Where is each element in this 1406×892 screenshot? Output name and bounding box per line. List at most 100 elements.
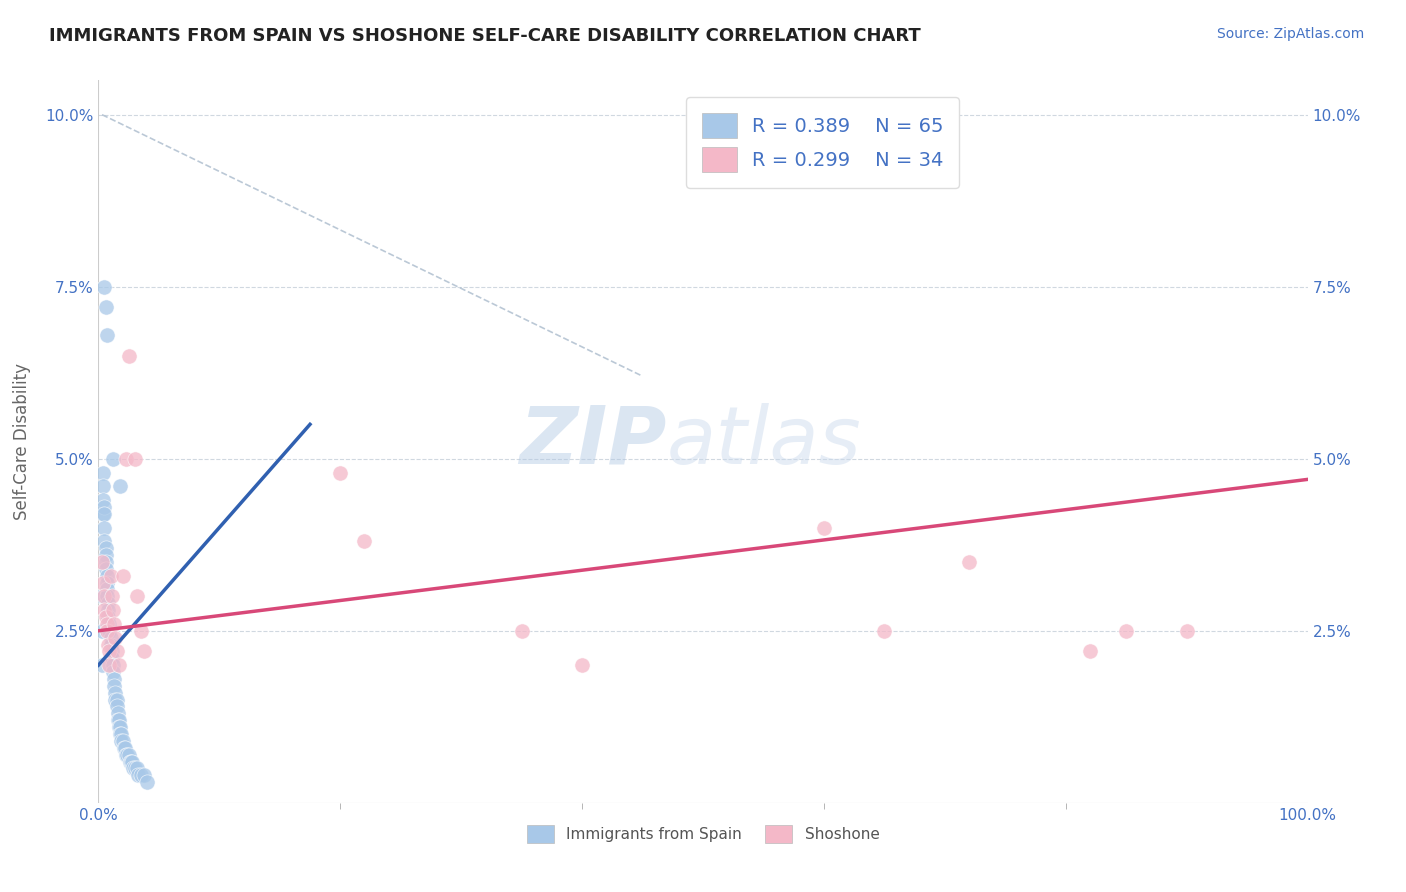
Point xyxy=(101,603,124,617)
Point xyxy=(93,500,115,514)
Point xyxy=(97,596,120,610)
Point xyxy=(108,720,131,734)
Point xyxy=(96,582,118,597)
Point xyxy=(108,727,131,741)
Point xyxy=(97,603,120,617)
Point xyxy=(127,768,149,782)
Point xyxy=(134,644,156,658)
Point xyxy=(1175,624,1198,638)
Point xyxy=(1078,644,1101,658)
Point xyxy=(93,534,115,549)
Point xyxy=(104,631,127,645)
Point xyxy=(94,562,117,576)
Point xyxy=(108,658,131,673)
Point xyxy=(91,624,114,638)
Point xyxy=(108,720,131,734)
Point xyxy=(111,734,134,748)
Point xyxy=(124,761,146,775)
Point xyxy=(104,692,127,706)
Point xyxy=(111,568,134,582)
Point xyxy=(813,520,835,534)
Point xyxy=(100,651,122,665)
Y-axis label: Self-Care Disability: Self-Care Disability xyxy=(13,363,31,520)
Point xyxy=(129,624,152,638)
Point xyxy=(103,616,125,631)
Point xyxy=(100,644,122,658)
Point xyxy=(134,768,156,782)
Point xyxy=(115,747,138,762)
Point xyxy=(127,761,149,775)
Point xyxy=(91,575,114,590)
Point xyxy=(510,624,533,638)
Point xyxy=(96,624,118,638)
Point xyxy=(957,555,980,569)
Legend: Immigrants from Spain, Shoshone: Immigrants from Spain, Shoshone xyxy=(520,819,886,849)
Text: IMMIGRANTS FROM SPAIN VS SHOSHONE SELF-CARE DISABILITY CORRELATION CHART: IMMIGRANTS FROM SPAIN VS SHOSHONE SELF-C… xyxy=(49,27,921,45)
Point xyxy=(105,692,128,706)
Point xyxy=(107,706,129,721)
Point xyxy=(98,624,121,638)
Point xyxy=(100,638,122,652)
Point xyxy=(108,479,131,493)
Point xyxy=(353,534,375,549)
Point xyxy=(112,740,135,755)
Point xyxy=(121,755,143,769)
Point xyxy=(571,658,593,673)
Point xyxy=(329,466,352,480)
Point xyxy=(91,493,114,508)
Point xyxy=(104,686,127,700)
Point xyxy=(120,755,142,769)
Text: ZIP: ZIP xyxy=(519,402,666,481)
Point xyxy=(91,479,114,493)
Point xyxy=(93,507,115,521)
Point xyxy=(100,631,122,645)
Point xyxy=(96,616,118,631)
Point xyxy=(103,679,125,693)
Point xyxy=(98,658,121,673)
Point xyxy=(94,555,117,569)
Point xyxy=(127,590,149,604)
Point xyxy=(115,451,138,466)
Point xyxy=(91,507,114,521)
Point xyxy=(93,603,115,617)
Point xyxy=(101,451,124,466)
Point xyxy=(108,713,131,727)
Point xyxy=(122,761,145,775)
Point xyxy=(105,644,128,658)
Point xyxy=(117,747,139,762)
Point xyxy=(107,713,129,727)
Point xyxy=(97,638,120,652)
Point xyxy=(91,466,114,480)
Point xyxy=(94,610,117,624)
Point xyxy=(98,644,121,658)
Point xyxy=(118,747,141,762)
Point xyxy=(94,301,117,315)
Point xyxy=(129,768,152,782)
Point xyxy=(118,755,141,769)
Point xyxy=(105,699,128,714)
Point xyxy=(93,590,115,604)
Point xyxy=(96,575,118,590)
Point xyxy=(94,548,117,562)
Point xyxy=(96,590,118,604)
Point xyxy=(124,451,146,466)
Point xyxy=(91,658,114,673)
Point xyxy=(91,555,114,569)
Text: atlas: atlas xyxy=(666,402,862,481)
Point xyxy=(93,279,115,293)
Point xyxy=(114,740,136,755)
Point xyxy=(103,672,125,686)
Point xyxy=(110,727,132,741)
Point xyxy=(101,658,124,673)
Point xyxy=(91,590,114,604)
Point xyxy=(135,775,157,789)
Point xyxy=(97,610,120,624)
Point xyxy=(93,520,115,534)
Point xyxy=(118,349,141,363)
Text: Source: ZipAtlas.com: Source: ZipAtlas.com xyxy=(1216,27,1364,41)
Point xyxy=(110,734,132,748)
Point xyxy=(101,665,124,679)
Point xyxy=(100,568,122,582)
Point xyxy=(96,568,118,582)
Point xyxy=(96,327,118,342)
